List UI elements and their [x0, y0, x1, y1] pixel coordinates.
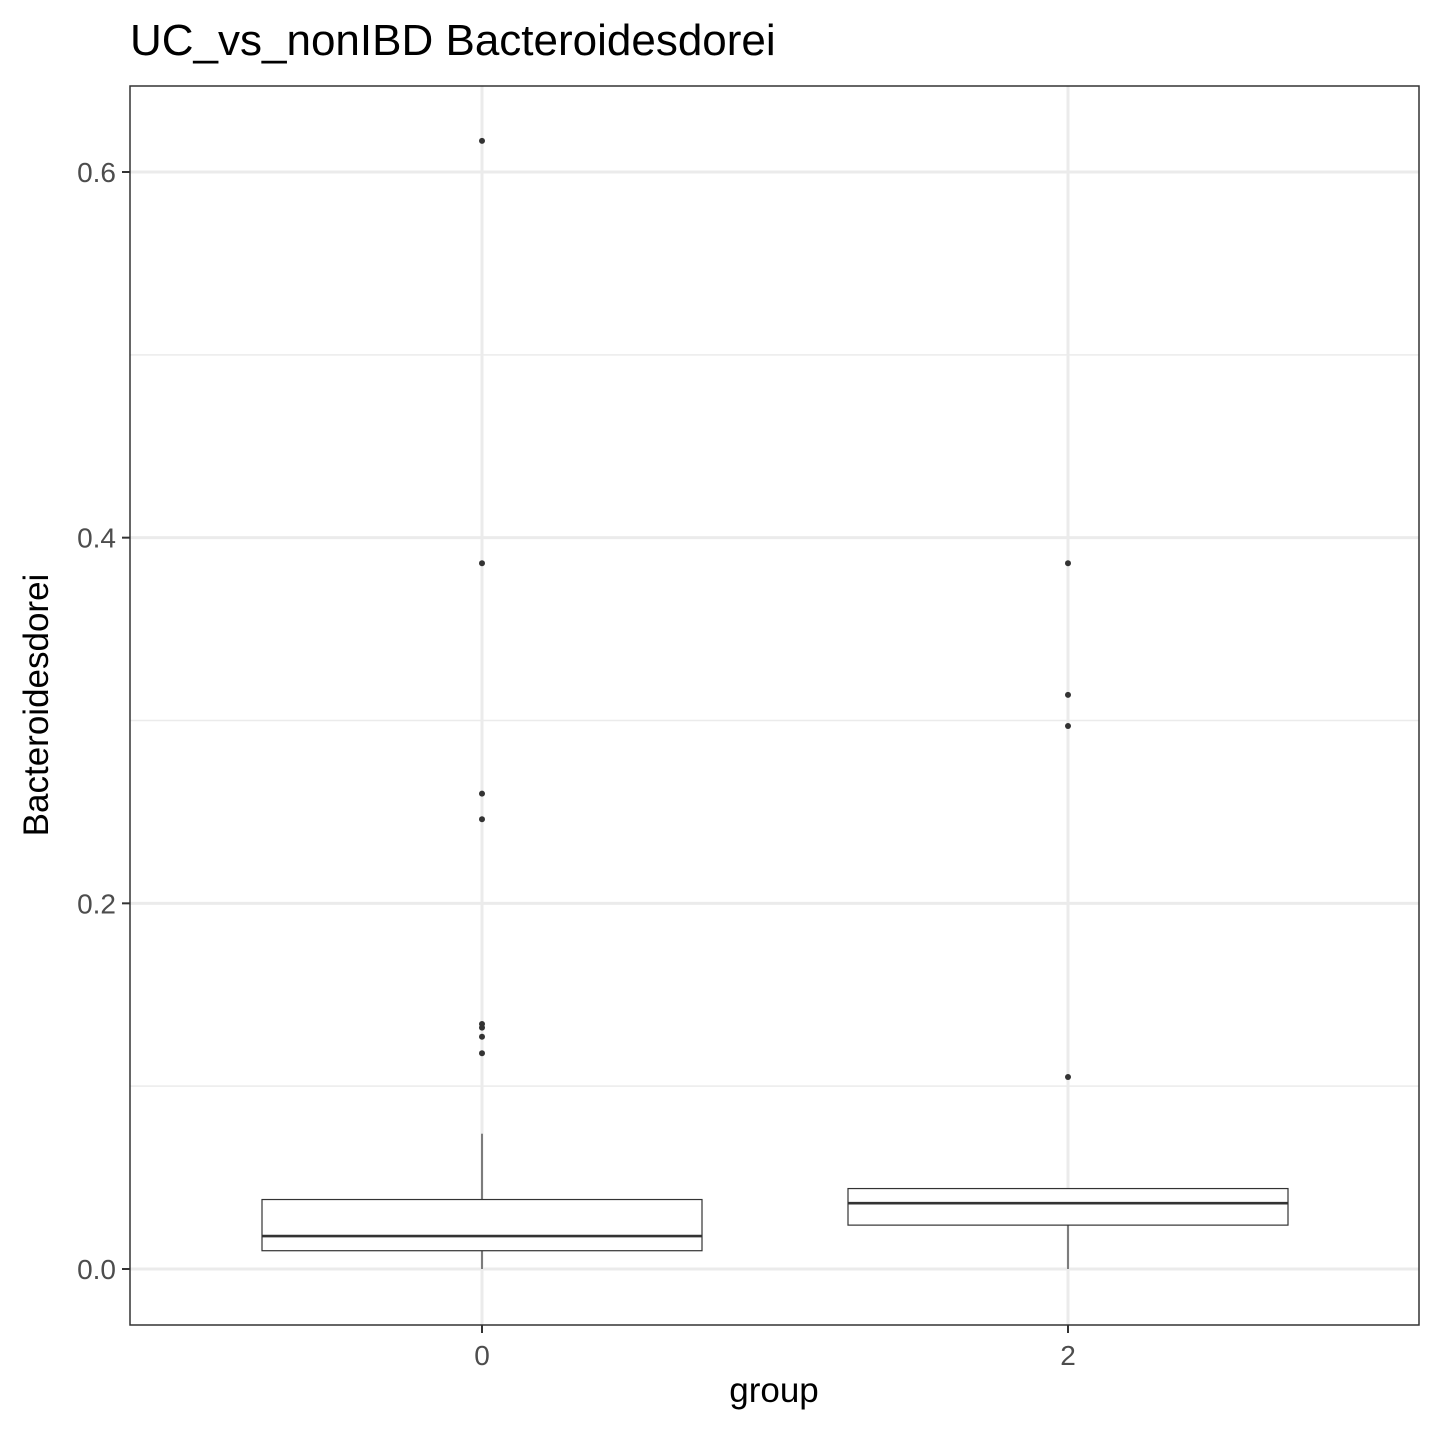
box-group-2	[847, 560, 1289, 1269]
grid-lines	[130, 86, 1419, 1325]
outlier-point	[1065, 722, 1071, 729]
chart-title: UC_vs_nonIBD Bacteroidesdorei	[130, 16, 776, 65]
y-axis-title: Bacteroidesdorei	[17, 574, 56, 837]
x-tick-label: 2	[1060, 1340, 1076, 1371]
box-iqr	[847, 1187, 1289, 1226]
box-iqr	[261, 1198, 703, 1252]
box-group-0	[261, 137, 703, 1269]
outlier-point	[479, 137, 485, 144]
panel-border	[129, 85, 1420, 1326]
outlier-point	[1065, 691, 1071, 698]
outlier-point	[479, 790, 485, 797]
outlier-point	[479, 1033, 485, 1040]
y-tick-label: 0.4	[77, 523, 116, 554]
outlier-point	[479, 1050, 485, 1057]
outlier-point	[479, 560, 485, 567]
y-tick-label: 0.6	[77, 157, 116, 188]
x-axis-title: group	[729, 1371, 819, 1410]
x-tick-label: 0	[474, 1340, 490, 1371]
y-tick-label: 0.0	[77, 1254, 116, 1285]
axes: 0.0 0.2 0.4 0.6 0 2	[77, 157, 1076, 1371]
outlier-point	[479, 1024, 485, 1031]
outlier-point	[479, 816, 485, 823]
boxes	[261, 137, 1289, 1269]
outlier-point	[1065, 1074, 1071, 1081]
plot-panel	[130, 86, 1419, 1325]
y-tick-label: 0.2	[77, 888, 116, 919]
outlier-point	[1065, 560, 1071, 567]
